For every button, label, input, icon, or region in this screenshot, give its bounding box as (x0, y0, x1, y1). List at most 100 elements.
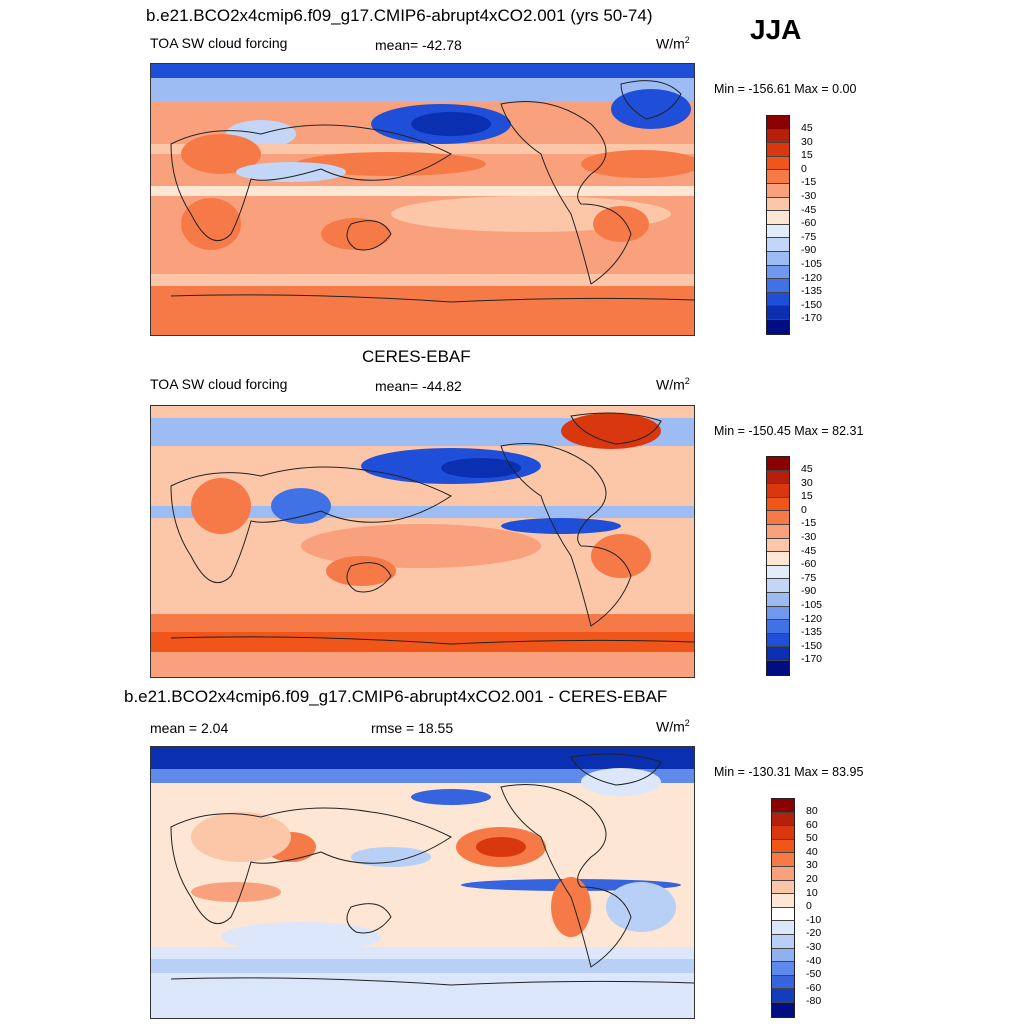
colorbar-tick: -135 (801, 284, 823, 297)
colorbar-tick: -75 (801, 571, 817, 584)
colorbar-swatch (767, 211, 789, 225)
colorbar-tick: -90 (801, 244, 817, 257)
panel3-units: W/m2 (656, 718, 690, 735)
colorbar-tick: -10 (806, 913, 822, 926)
panel1-title: b.e21.BCO2x4cmip6.f09_g17.CMIP6-abrupt4x… (146, 6, 653, 25)
colorbar-swatch (767, 552, 789, 566)
colorbar-swatch (772, 880, 794, 895)
colorbar-tick: -60 (801, 557, 817, 570)
panel1-colorbar-ticks: 45 30 15 0 -15 -30 -45 -60 -75 -90 -105 … (801, 115, 823, 324)
colorbar-swatch (767, 251, 789, 266)
colorbar-swatch (767, 279, 789, 293)
colorbar-swatch (767, 524, 789, 539)
panel2-minmax: Min = -150.45 Max = 82.31 (714, 424, 864, 438)
colorbar-tick: -80 (806, 995, 822, 1008)
colorbar-tick: -150 (801, 639, 823, 652)
colorbar-tick: -75 (801, 230, 817, 243)
colorbar-tick: 80 (806, 804, 818, 817)
colorbar-tick: -105 (801, 257, 823, 270)
colorbar-tick: 60 (806, 818, 818, 831)
season-label: JJA (750, 14, 802, 45)
colorbar-swatch (767, 606, 789, 621)
colorbar-swatch (767, 620, 789, 634)
panel3-mean: mean = 2.04 (150, 720, 229, 736)
colorbar-swatch (767, 484, 789, 498)
colorbar-swatch (767, 511, 789, 525)
colorbar-swatch (767, 224, 789, 239)
colorbar-swatch (767, 170, 789, 184)
panel2-colorbar (766, 456, 790, 676)
colorbar-tick: 30 (801, 135, 813, 148)
colorbar-tick: 15 (801, 489, 813, 502)
colorbar-tick: -120 (801, 612, 823, 625)
colorbar-tick: 15 (801, 148, 813, 161)
panel1-colorbar (766, 115, 790, 335)
colorbar-swatch (767, 265, 789, 280)
colorbar-swatch (767, 660, 789, 675)
colorbar-swatch (772, 921, 794, 935)
colorbar-tick: 45 (801, 462, 813, 475)
panel1-units: W/m2 (656, 35, 690, 52)
colorbar-swatch (772, 989, 794, 1003)
colorbar-swatch (767, 238, 789, 252)
colorbar-swatch (772, 907, 794, 922)
panel2-mean: mean= -44.82 (375, 378, 462, 394)
colorbar-swatch (767, 129, 789, 144)
colorbar-swatch (767, 470, 789, 485)
colorbar-swatch (772, 948, 794, 963)
panel2-title: CERES-EBAF (362, 347, 471, 366)
panel1-map-field (151, 64, 694, 335)
colorbar-swatch (772, 799, 794, 813)
panel3-colorbar (771, 798, 795, 1018)
colorbar-tick: -170 (801, 653, 823, 666)
colorbar-swatch (772, 866, 794, 881)
colorbar-tick: 20 (806, 872, 818, 885)
panel1-mean: mean= -42.78 (375, 37, 462, 53)
panel1-minmax: Min = -156.61 Max = 0.00 (714, 82, 857, 96)
colorbar-tick: 40 (806, 845, 818, 858)
colorbar-swatch (767, 156, 789, 171)
colorbar-tick: -20 (806, 927, 822, 940)
colorbar-tick: -60 (801, 216, 817, 229)
colorbar-swatch (767, 319, 789, 334)
colorbar-tick: 30 (806, 859, 818, 872)
panel3-rmse: rmse = 18.55 (371, 720, 454, 736)
panel3-title: b.e21.BCO2x4cmip6.f09_g17.CMIP6-abrupt4x… (124, 687, 668, 706)
colorbar-swatch (767, 457, 789, 471)
panel1-variable: TOA SW cloud forcing (150, 35, 288, 51)
colorbar-tick: 30 (801, 476, 813, 489)
colorbar-swatch (767, 565, 789, 580)
colorbar-swatch (767, 538, 789, 553)
colorbar-tick: 45 (801, 121, 813, 134)
panel2-units: W/m2 (656, 376, 690, 393)
panel2-map-field (151, 406, 694, 677)
colorbar-tick: -120 (801, 271, 823, 284)
colorbar-tick: -30 (801, 189, 817, 202)
colorbar-swatch (772, 853, 794, 867)
colorbar-tick: -40 (806, 954, 822, 967)
colorbar-tick: -45 (801, 203, 817, 216)
colorbar-swatch (767, 306, 789, 320)
panel3-map-field (151, 747, 694, 1018)
colorbar-tick: -135 (801, 625, 823, 638)
panel2-colorbar-ticks: 45 30 15 0 -15 -30 -45 -60 -75 -90 -105 … (801, 456, 823, 665)
colorbar-swatch (767, 497, 789, 512)
colorbar-swatch (767, 197, 789, 212)
panel2-variable: TOA SW cloud forcing (150, 376, 288, 392)
colorbar-tick: -30 (801, 530, 817, 543)
colorbar-swatch (772, 1002, 794, 1017)
colorbar-tick: 50 (806, 831, 818, 844)
colorbar-tick: 0 (801, 162, 807, 175)
panel1-map (150, 63, 695, 336)
colorbar-swatch (772, 826, 794, 840)
panel3-map (150, 746, 695, 1019)
colorbar-tick: -45 (801, 544, 817, 557)
colorbar-tick: 0 (801, 503, 807, 516)
colorbar-swatch (767, 116, 789, 130)
colorbar-swatch (767, 292, 789, 307)
panel2-map (150, 405, 695, 678)
colorbar-tick: -15 (801, 176, 817, 189)
colorbar-swatch (772, 934, 794, 949)
colorbar-tick: 10 (806, 886, 818, 899)
colorbar-tick: -150 (801, 298, 823, 311)
